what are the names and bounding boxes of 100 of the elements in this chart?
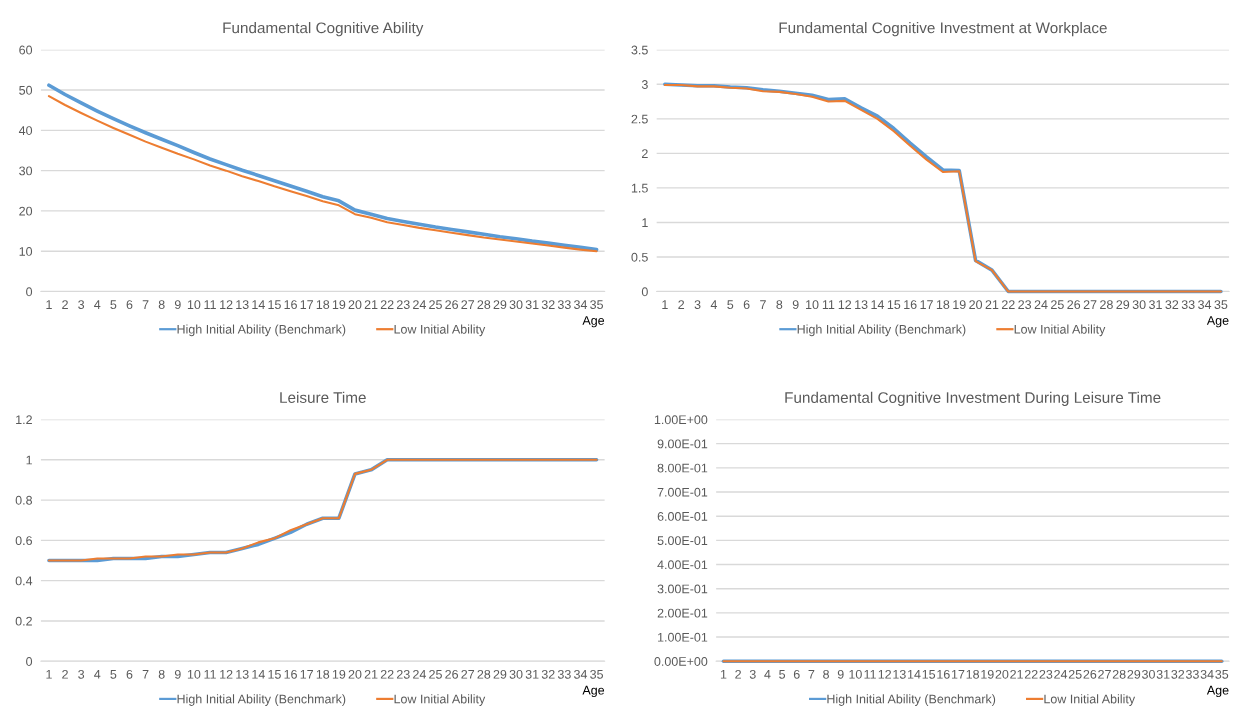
x-tick-label: 17 [300,670,313,679]
y-tick-label: 1 [26,455,32,465]
y-tick-label: 1.00E-01 [658,632,708,642]
y-tick-label: 3 [641,80,648,89]
x-tick-label: 32 [541,669,555,679]
x-tick-label: 27 [461,669,475,679]
x-tick-label: 13 [855,300,868,310]
x-tick-label: 33 [557,669,571,679]
x-tick-label: 32 [1171,669,1185,679]
x-tick-label: 22 [1024,669,1038,679]
x-tick-label: 31 [525,669,539,679]
x-tick-label: 22 [380,669,394,679]
x-tick-label: 18 [966,669,980,679]
y-tick-label: 0 [26,657,33,666]
x-tick-label: 9 [792,300,799,310]
y-tick-label: 20 [19,206,33,216]
x-tick-label: 20 [348,669,362,679]
y-tick-label: 50 [19,85,33,95]
x-tick-label: 8 [776,300,783,310]
y-tick-label: 2.00E-01 [657,608,708,618]
x-tick-label: 34 [1200,669,1214,679]
y-tick-label: 0.5 [631,252,648,262]
x-tick-label: 31 [525,300,539,310]
x-tick-label: 15 [922,670,936,679]
x-tick-label: 9 [837,669,844,679]
x-tick-label: 4 [764,670,771,679]
legend-label: High Initial Ability (Benchmark) [177,694,346,706]
y-tick-label: 0.6 [15,536,33,546]
x-tick-label: 6 [126,300,133,310]
x-tick-label: 15 [887,300,901,310]
x-tick-label: 10 [187,300,201,310]
x-tick-label: 26 [1067,300,1081,310]
chart-title: Fundamental Cognitive Investment at Workplace [779,22,1107,37]
x-tick-label: 24 [413,669,426,679]
x-tick-label: 3 [694,300,701,310]
y-tick-label: 8.00E-01 [657,463,708,473]
y-tick-label: 3.00E-01 [657,584,708,594]
x-tick-label: 31 [1156,669,1170,679]
legend-label: Low Initial Ability [1044,694,1136,706]
x-tick-label: 18 [316,300,330,310]
x-tick-label: 11 [204,300,216,309]
x-tick-label: 14 [907,670,921,679]
y-tick-label: 40 [18,126,33,135]
x-tick-label: 29 [1127,669,1141,679]
x-tick-label: 23 [396,669,410,679]
x-tick-label: 26 [445,300,459,310]
x-tick-label: 32 [541,300,555,310]
x-tick-label: 19 [332,300,346,310]
x-axis-title: Age [582,316,605,328]
legend-label: High Initial Ability (Benchmark) [827,694,996,706]
y-tick-label: 1.2 [16,415,32,425]
x-tick-label: 11 [822,300,835,309]
x-tick-label: 35 [1214,300,1228,310]
x-tick-label: 4 [94,300,101,309]
x-tick-label: 33 [557,300,571,310]
x-tick-label: 5 [110,670,117,679]
y-tick-label: 0 [641,287,648,297]
x-tick-label: 6 [793,669,800,679]
x-tick-label: 13 [236,669,249,679]
y-tick-label: 2 [642,149,648,158]
x-tick-label: 16 [904,300,917,310]
x-tick-label: 4 [94,670,101,679]
x-tick-label: 20 [969,300,983,310]
x-tick-label: 2 [735,669,741,679]
x-tick-label: 26 [1083,669,1097,679]
x-tick-label: 19 [981,669,994,679]
chart-title: Leisure Time [280,391,366,403]
x-tick-label: 7 [142,300,149,309]
x-tick-label: 11 [864,670,876,679]
x-tick-label: 7 [808,670,815,679]
x-tick-label: 33 [1181,300,1195,310]
x-tick-label: 15 [268,670,281,679]
x-tick-label: 22 [380,300,394,309]
x-tick-label: 3 [749,669,756,679]
y-tick-label: 2.5 [631,114,648,124]
x-tick-label: 27 [461,300,475,309]
x-tick-label: 33 [1185,669,1199,679]
x-tick-label: 16 [937,669,950,679]
x-tick-label: 30 [1132,300,1146,310]
x-tick-label: 3 [78,300,85,310]
legend-label: High Initial Ability (Benchmark) [177,324,346,337]
x-tick-label: 7 [760,300,766,309]
y-tick-label: 0.8 [15,495,33,505]
x-tick-label: 9 [174,300,181,310]
y-tick-label: 0.00E+00 [654,657,708,666]
x-tick-label: 29 [1116,300,1130,310]
x-tick-label: 34 [574,300,588,310]
x-tick-label: 19 [332,669,346,679]
x-tick-label: 12 [838,300,852,309]
x-tick-label: 25 [429,669,442,679]
x-axis-title: Age [1206,316,1229,328]
y-tick-label: 3.5 [631,45,648,55]
y-tick-label: 9.00E-01 [657,439,708,449]
x-tick-label: 14 [252,670,265,679]
legend-label: Low Initial Ability [1014,324,1106,337]
x-tick-label: 35 [590,300,604,310]
x-tick-label: 10 [849,669,862,679]
x-tick-label: 11 [204,670,216,679]
x-tick-label: 27 [1083,300,1097,309]
x-tick-label: 14 [871,300,885,309]
